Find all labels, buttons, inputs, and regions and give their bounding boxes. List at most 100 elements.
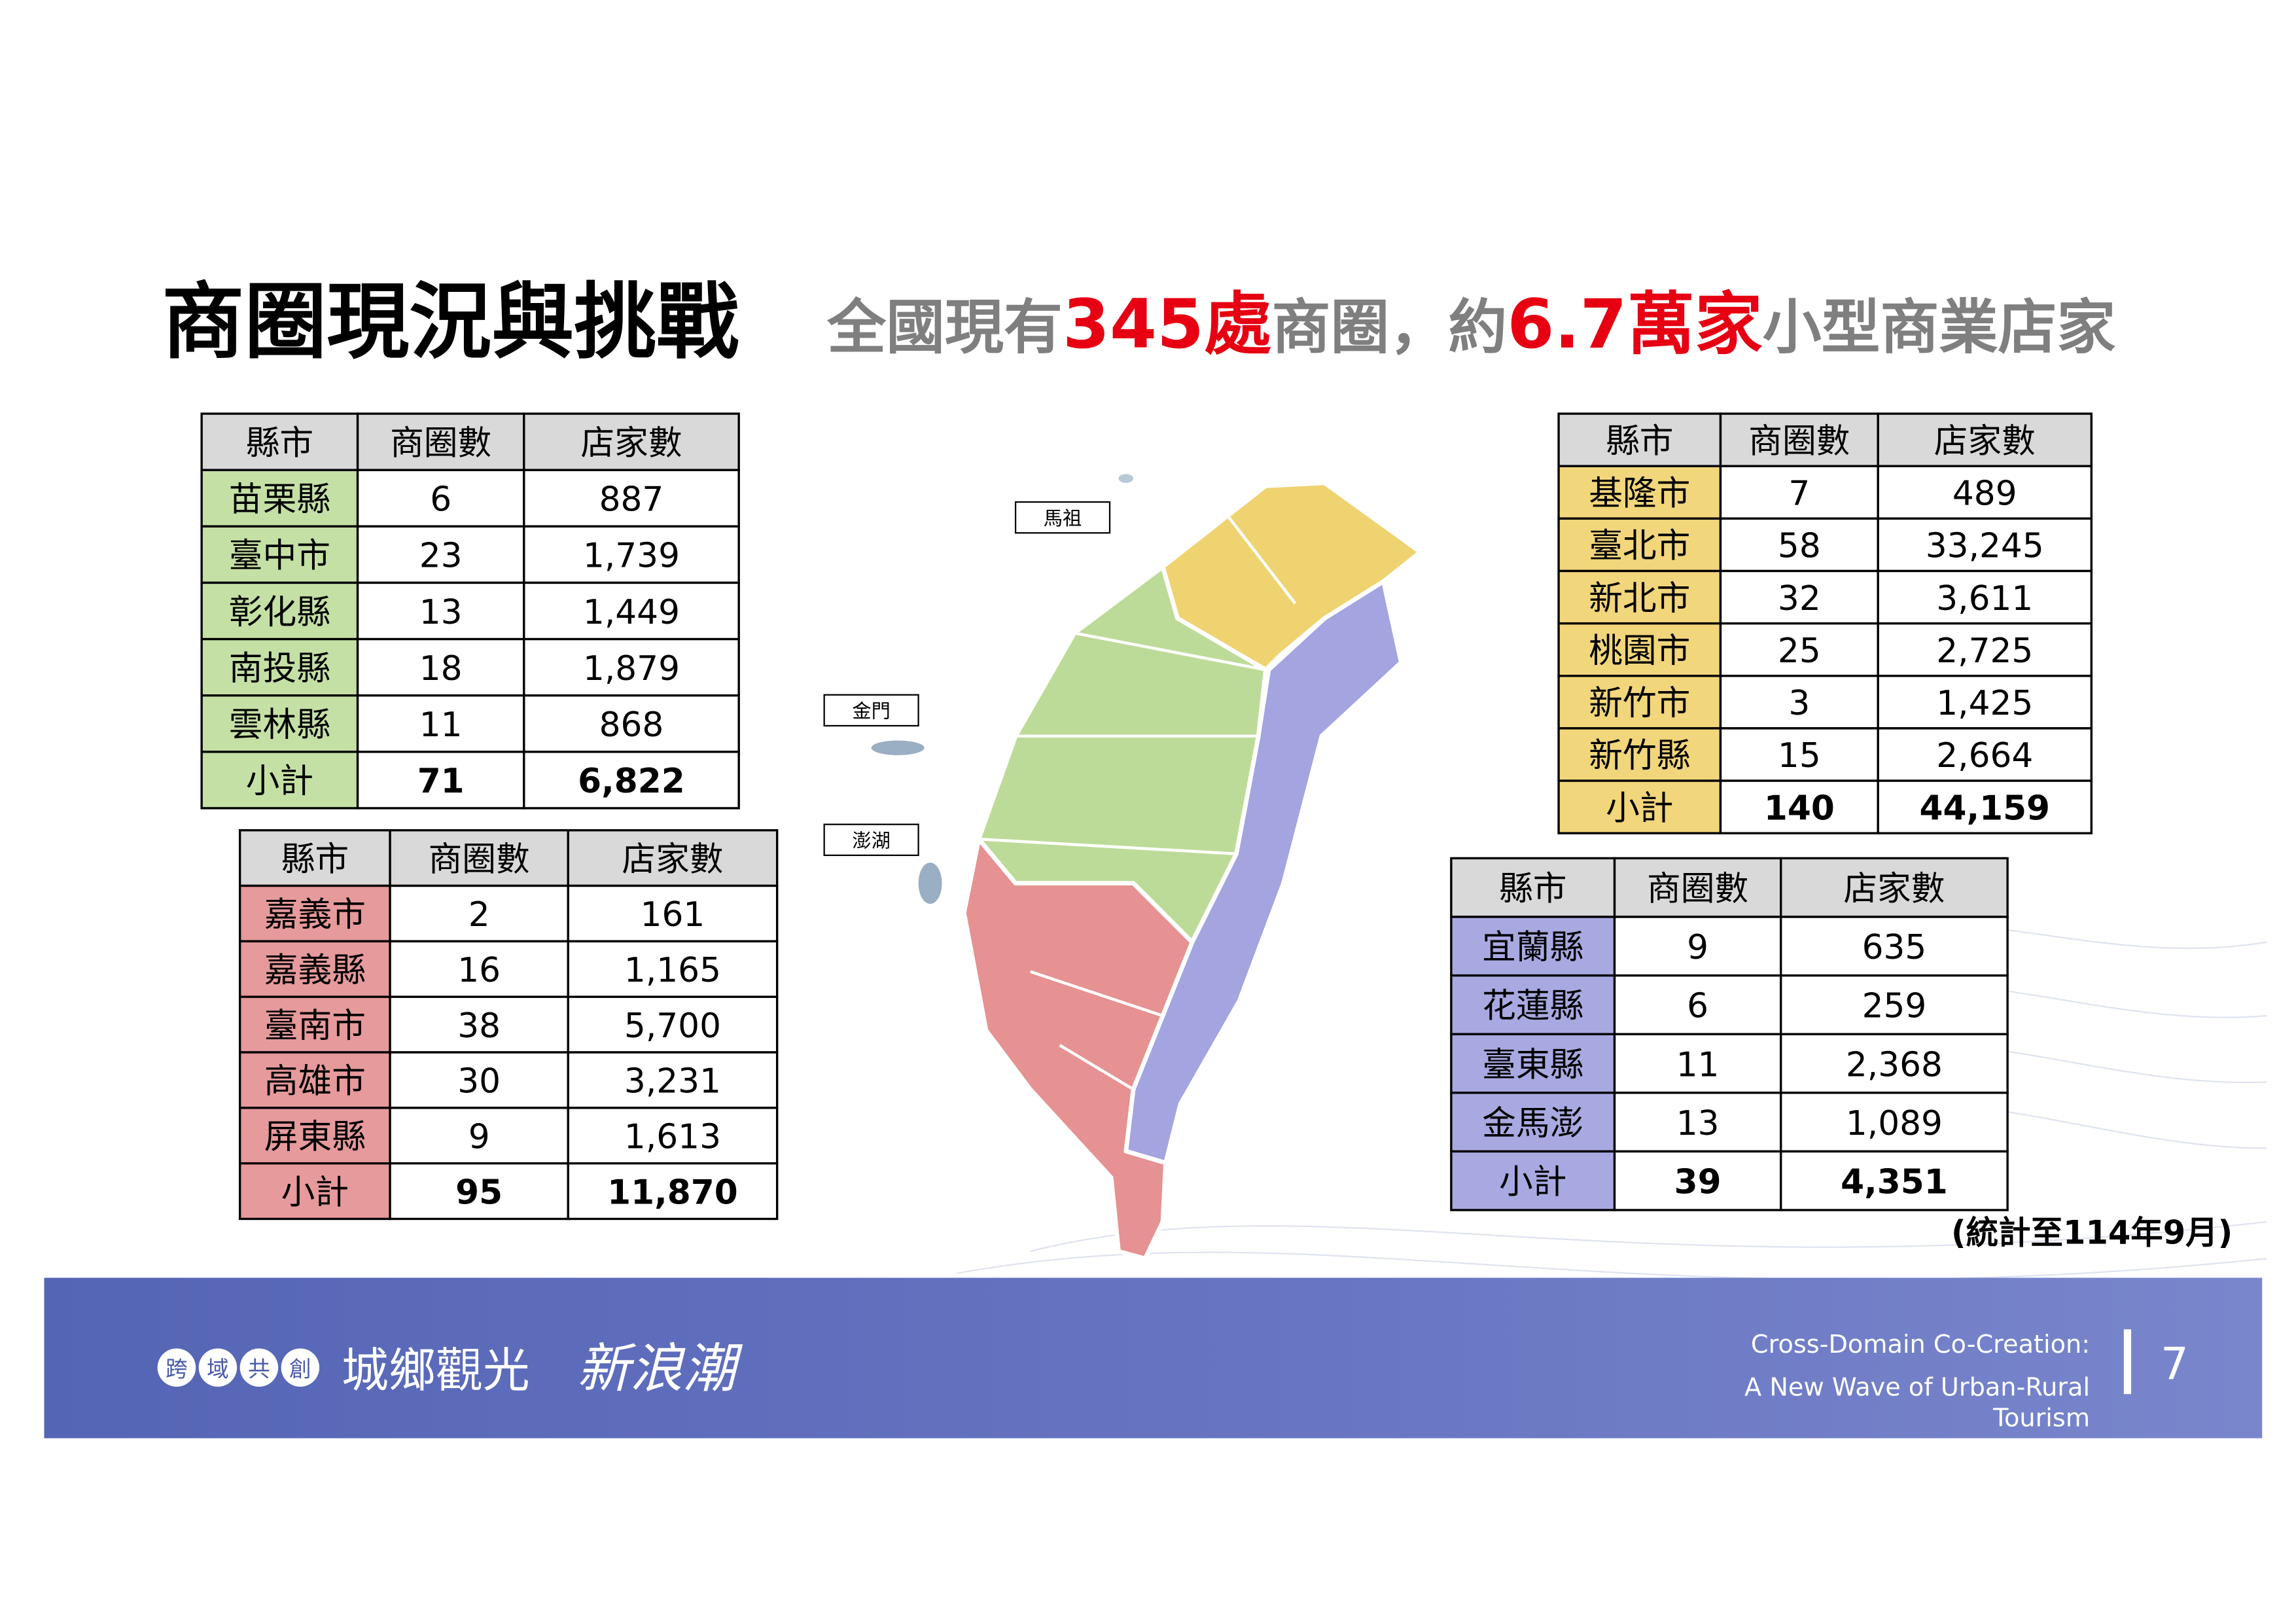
cell-value: 44,159 [1919,789,2050,828]
table-cell [1877,675,2093,730]
column-header: 店家數 [1934,421,2036,461]
column-header: 店家數 [622,840,723,879]
cell-value: 161 [641,895,705,935]
cell-value: 32 [1778,579,1821,618]
cell-value: 2,664 [1936,736,2033,776]
cell-value: 15 [1778,736,1821,776]
page-number: 7 [2161,1338,2189,1390]
footer-band [44,1277,2263,1438]
label-box [823,823,919,857]
table-cell [523,412,740,471]
cell-value: 1,613 [624,1118,721,1157]
table-cell [389,995,569,1054]
footer-badge: 跨域共創 [157,1348,320,1387]
cell-value: 635 [1862,928,1927,967]
table-cell [1719,412,1879,467]
table-cell [1780,857,2009,918]
table-cell [356,751,525,810]
county-name: 花蓮縣 [1482,987,1583,1026]
column-header: 商圈數 [429,840,530,879]
cell-value: 2 [468,895,490,935]
label-box [1014,501,1111,534]
table-cell [1780,1150,2009,1211]
english-line: Tourism [1992,1404,2090,1433]
county-name: 小計 [1499,1162,1566,1202]
note: (統計至114年9月) [1951,1214,2233,1252]
table-cell [1613,857,1782,918]
county-name: 小計 [281,1173,349,1212]
badge-char: 域 [207,1356,229,1382]
table-cell [200,525,359,584]
subtitle-highlight: 345處 [1063,285,1271,364]
table-cell [1877,727,2093,782]
table-cell [356,581,525,641]
cell-value: 18 [419,649,463,688]
county-name: 宜蘭縣 [1482,928,1583,967]
county-name: 臺中市 [229,537,330,576]
county-name: 臺北市 [1589,527,1690,566]
table-cell [523,751,740,810]
table-cell [567,829,779,887]
column-header: 店家數 [580,423,682,463]
column-header: 縣市 [281,840,349,879]
map-label: 馬祖 [1044,507,1082,529]
table-cell [238,829,391,887]
table-cell [1613,1150,1782,1211]
badge-char: 共 [248,1356,270,1382]
table-cell [200,469,359,528]
cell-value: 1,449 [583,593,680,632]
table-cell [1557,412,1722,467]
cell-value: 13 [1676,1104,1720,1143]
table-cell [356,412,525,471]
cell-value: 11,870 [607,1173,738,1212]
map-label: 澎湖 [852,829,890,851]
badge-char: 創 [289,1356,311,1382]
cell-value: 30 [457,1062,501,1101]
cell-value: 33,245 [1926,527,2044,566]
map-label: 金門 [852,700,890,722]
cell-value: 16 [457,951,501,990]
table-cell [1780,974,2009,1035]
cell-value: 887 [599,480,664,520]
table-cell [567,1162,779,1221]
subtitle: 全國現有345處商圈，約6.7萬家小型商業店家 [826,285,2115,364]
county-name: 新竹市 [1589,684,1690,723]
county-name: 新北市 [1589,579,1690,618]
cell-value: 2,725 [1936,632,2033,671]
table-cell [523,581,740,641]
table-cell [356,525,525,584]
cell-value: 6,822 [578,762,685,801]
county-name: 嘉義縣 [264,951,366,990]
cell-value: 1,089 [1846,1104,1943,1143]
subtitle-part: 小型商業店家 [1763,293,2116,362]
cell-value: 6 [430,480,451,520]
table-cell [1719,622,1879,677]
table-cell [1450,1092,1616,1153]
cell-value: 140 [1764,789,1835,828]
column-header: 縣市 [1499,869,1566,908]
cell-value: 1,879 [583,649,680,688]
county-name: 南投縣 [229,649,330,688]
table-cell [1719,779,1879,834]
county-name: 屏東縣 [264,1118,366,1157]
county-name: 雲林縣 [229,705,330,745]
divider [2123,1329,2132,1395]
cell-value: 6 [1687,987,1708,1026]
cell-value: 23 [419,537,463,576]
cell-value: 58 [1778,527,1821,566]
table-cell [1877,465,2093,520]
cell-value: 1,739 [583,537,680,576]
column-header: 縣市 [1606,421,1673,461]
cell-value: 2,368 [1846,1045,1943,1084]
county-name: 新竹縣 [1589,736,1690,776]
cell-value: 71 [417,762,465,801]
table-cell [1557,569,1722,625]
table-cell [1450,974,1616,1035]
label-box [823,694,919,727]
table-cell [1877,779,2093,834]
table-cell [389,1107,569,1165]
